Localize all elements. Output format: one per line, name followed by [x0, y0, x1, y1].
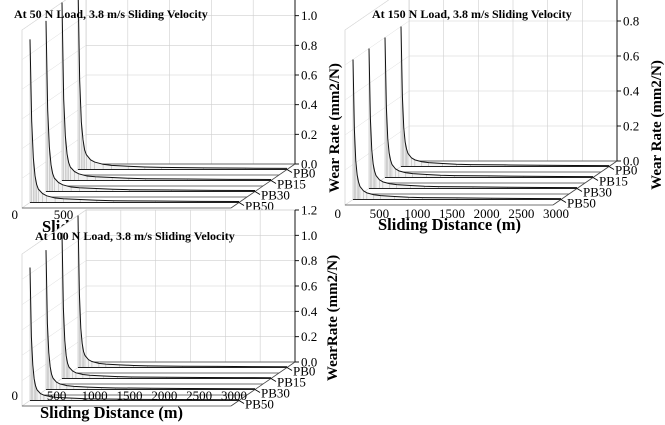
left-wall-gridline — [21, 311, 87, 356]
y-tick-label: 0.0 — [301, 355, 317, 370]
chart-panel-3 — [21, 209, 299, 407]
left-wall-gridline — [344, 55, 410, 101]
series-line-PB0 — [400, 26, 610, 167]
x-tick-label: 2500 — [508, 206, 534, 221]
left-wall-gridline — [21, 15, 87, 60]
series-axis-tick — [270, 378, 277, 382]
series-axis-label: PB30 — [261, 188, 290, 203]
left-wall-gridline — [21, 260, 87, 305]
chart-title: At 50 N Load, 3.8 m/s Sliding Velocity — [14, 7, 208, 21]
left-wall-gridline — [21, 285, 87, 331]
y-axis-label: Wear Rate (mm2/N) — [327, 63, 343, 193]
left-wall-gridline — [21, 74, 87, 120]
series-axis-tick — [286, 367, 293, 371]
y-tick-label: 0.2 — [301, 329, 317, 344]
series-axis-label: PB30 — [261, 386, 290, 401]
y-tick-label: 0.4 — [301, 304, 318, 319]
series-line-PB30 — [368, 48, 578, 189]
y-tick-label: 0.2 — [301, 127, 317, 142]
floor-right-edge — [230, 163, 296, 209]
x-tick-label: 500 — [47, 388, 66, 403]
floor-right-edge — [552, 160, 618, 206]
chart-title: At 100 N Load, 3.8 m/s Sliding Velocity — [35, 229, 235, 243]
series-axis-label: PB50 — [567, 196, 596, 211]
y-tick-label: 1.0 — [301, 8, 317, 23]
x-axis-label: Sliding Distance (m) — [40, 403, 183, 422]
left-wall-gridline — [21, 45, 87, 90]
left-wall-gridline — [21, 235, 87, 280]
chart-title: At 150 N Load, 3.8 m/s Sliding Velocity — [372, 7, 572, 21]
series-axis-tick — [254, 191, 261, 195]
series-line-PB0 — [77, 215, 288, 368]
series-axis-tick — [592, 177, 599, 181]
series-axis-tick — [238, 202, 245, 206]
series-axis-label: PB0 — [293, 166, 315, 181]
x-tick-label: 500 — [54, 207, 74, 222]
x-tick-label: 1500 — [117, 388, 143, 403]
y-tick-label: 0.6 — [623, 49, 640, 64]
y-tick-label: 1.0 — [301, 228, 317, 243]
y-tick-label: 0.0 — [623, 154, 639, 169]
series-line-PB30 — [45, 20, 256, 191]
x-tick-label: 3000 — [543, 206, 569, 221]
series-line-PB15 — [61, 2, 272, 180]
back-wall — [85, 0, 296, 165]
series-axis-label: PB15 — [277, 177, 306, 192]
series-line-PB15 — [384, 37, 594, 178]
series-axis-label: PB30 — [583, 185, 612, 200]
series-axis-tick — [238, 400, 245, 404]
y-axis-label: Wear Rate (mm2/N) — [649, 60, 665, 190]
series-axis-label: PB15 — [599, 174, 628, 189]
chart-panel-2 — [344, 0, 621, 206]
x-axis-label: Sliding Distance (m) — [378, 215, 521, 234]
y-axis-label: WearRate (mm2/N) — [325, 255, 341, 381]
x-tick-label: 0 — [12, 388, 19, 403]
x-tick-label: 3000 — [221, 388, 247, 403]
series-line-PB15 — [61, 232, 272, 379]
series-axis-label: PB0 — [615, 163, 637, 178]
series-axis-label: PB15 — [277, 375, 306, 390]
y-tick-label: 0.8 — [301, 38, 317, 53]
left-wall-gridline — [344, 0, 390, 31]
series-axis-label: PB50 — [245, 397, 274, 412]
left-wall-gridline — [21, 209, 87, 255]
x-tick-label: 2000 — [151, 388, 177, 403]
series-axis-tick — [560, 199, 567, 203]
left-wall-gridline — [344, 20, 410, 66]
x-tick-label: 2500 — [186, 388, 212, 403]
series-axis-label: PB0 — [293, 364, 315, 379]
y-tick-label: 0.0 — [301, 157, 317, 172]
y-tick-label: 0.2 — [623, 119, 639, 134]
x-tick-label: 1500 — [439, 206, 465, 221]
x-tick-label: 1000 — [82, 388, 108, 403]
left-wall-gridline — [344, 90, 410, 136]
left-wall-gridline — [21, 0, 67, 31]
series-axis-tick — [608, 166, 615, 170]
x-tick-label: 500 — [370, 206, 390, 221]
y-tick-label: 0.8 — [623, 14, 639, 29]
series-axis-tick — [286, 169, 293, 173]
y-tick-label: 1.2 — [301, 203, 317, 218]
y-tick-label: 0.4 — [301, 97, 318, 112]
floor-right-edge — [230, 361, 296, 407]
series-line-PB50 — [29, 267, 240, 401]
series-axis-tick — [270, 180, 277, 184]
series-line-PB0 — [77, 0, 288, 169]
y-tick-label: 0.6 — [301, 279, 318, 294]
x-tick-label: 0 — [335, 206, 342, 221]
y-tick-label: 0.4 — [623, 84, 640, 99]
x-tick-label: 0 — [12, 207, 19, 222]
y-tick-label: 0.6 — [301, 68, 318, 83]
series-line-PB50 — [352, 59, 562, 200]
chart-panel-1 — [21, 0, 299, 209]
x-tick-label: 2000 — [474, 206, 500, 221]
series-axis-tick — [576, 188, 583, 192]
series-line-PB30 — [45, 250, 256, 390]
series-axis-tick — [254, 389, 261, 393]
y-tick-label: 0.8 — [301, 253, 317, 268]
series-line-PB50 — [29, 39, 240, 202]
x-tick-label: 1000 — [404, 206, 430, 221]
